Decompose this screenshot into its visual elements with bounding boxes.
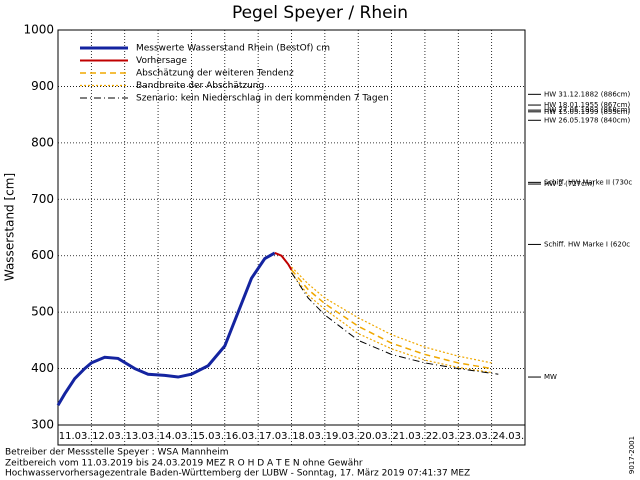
series-line — [56, 251, 276, 407]
x-tick-label: 22.03. — [426, 431, 458, 442]
series-line — [291, 272, 492, 374]
legend-label: Abschätzung der weiteren Tendenz — [136, 69, 294, 79]
series-line — [274, 251, 293, 271]
y-tick-label: 600 — [31, 248, 54, 262]
y-axis-label: Wasserstand [cm] — [3, 173, 17, 281]
legend-label: Messwerte Wasserstand Rhein (BestOf) cm — [136, 44, 330, 54]
annotation-label: HW 27.05.1983 (858cm) — [544, 106, 630, 114]
annotation-label: HW 15.05.1999 (855cm) — [544, 108, 630, 116]
footer-line: Betreiber der Messstelle Speyer : WSA Ma… — [5, 448, 229, 458]
annotation-label: HW 18.01.1955 (867cm) — [544, 101, 630, 109]
y-tick-label: 700 — [31, 192, 54, 206]
y-tick-label: 800 — [31, 135, 54, 149]
x-tick-label: 19.03. — [326, 431, 358, 442]
x-tick-label: 21.03. — [392, 431, 424, 442]
side-note: 9017-2001 — [628, 436, 636, 474]
x-tick-label: 17.03. — [259, 431, 291, 442]
x-tick-label: 12.03. — [92, 431, 124, 442]
annotation-label: HW 2 (727cm) — [544, 180, 595, 188]
x-tick-label: 14.03. — [159, 431, 191, 442]
legend-label: Bandbreite der Abschätzung — [136, 81, 264, 91]
annotation-label: Schiff. HW Marke II (730c — [544, 178, 632, 186]
y-tick-label: 900 — [31, 79, 54, 93]
x-tick-label: 11.03. — [59, 431, 91, 442]
legend-label: Vorhersage — [136, 56, 187, 66]
chart-title: Pegel Speyer / Rhein — [232, 3, 408, 23]
annotation-label: Schiff. HW Marke I (620c — [544, 240, 630, 248]
x-tick-label: 15.03. — [192, 431, 224, 442]
y-tick-label: 1000 — [23, 23, 54, 37]
y-tick-label: 300 — [31, 418, 54, 432]
legend-label: Szenario: kein Niederschlag in den komme… — [136, 94, 389, 104]
annotation-label: HW 26.05.1978 (840cm) — [544, 116, 630, 124]
footer-line: Zeitbereich vom 11.03.2019 bis 24.03.201… — [5, 459, 363, 469]
footer-line: Hochwasservorhersagezentrale Baden-Württ… — [5, 469, 470, 479]
x-tick-label: 18.03. — [292, 431, 324, 442]
annotation-label: MW — [544, 373, 557, 381]
annotation-label: HW 31.12.1882 (886cm) — [544, 90, 630, 98]
x-tick-label: 23.03. — [459, 431, 491, 442]
x-tick-label: 13.03. — [125, 431, 157, 442]
x-tick-label: 24.03. — [492, 431, 524, 442]
series-line — [291, 272, 499, 375]
x-tick-label: 16.03. — [226, 431, 258, 442]
y-tick-label: 400 — [31, 361, 54, 375]
y-tick-label: 500 — [31, 305, 54, 319]
x-tick-label: 20.03. — [359, 431, 391, 442]
